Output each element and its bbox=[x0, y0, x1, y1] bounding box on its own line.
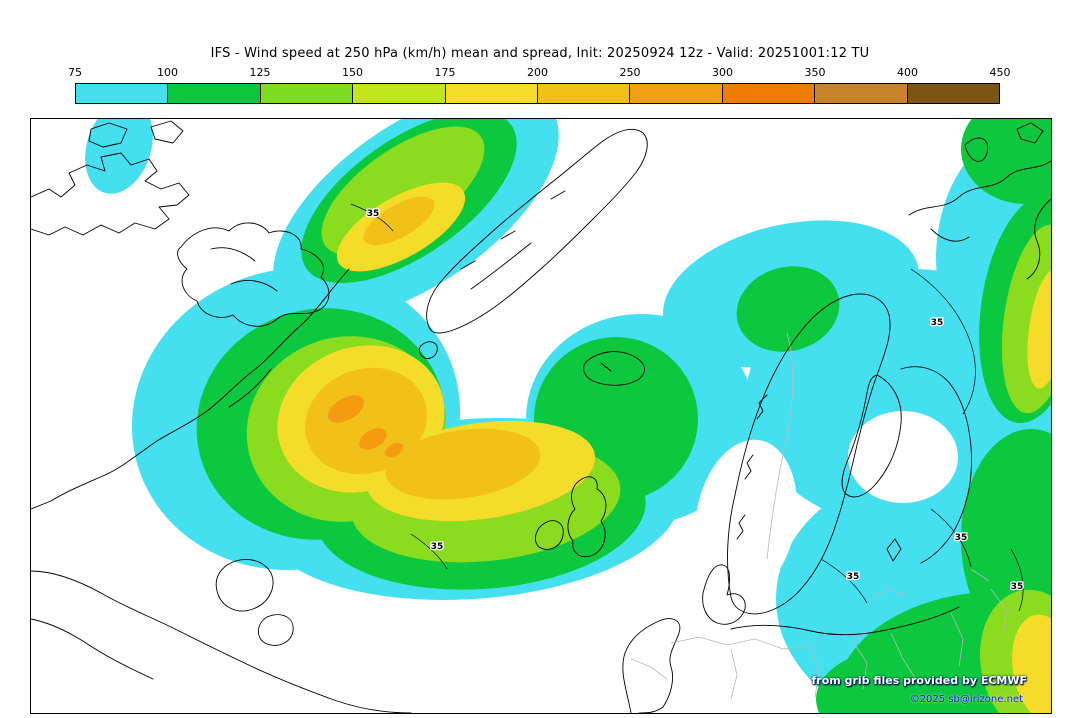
colorbar-segment bbox=[722, 84, 816, 103]
colorbar-segment bbox=[815, 84, 908, 103]
colorbar-segment bbox=[538, 84, 631, 103]
colorbar-ticks: 75 100 125 150 175 200 250 300 350 400 450 bbox=[68, 66, 1011, 81]
colorbar-tick: 250 bbox=[619, 66, 641, 79]
colorbar-tick: 175 bbox=[434, 66, 456, 79]
contour-label: 35 bbox=[367, 209, 380, 219]
spread-contours bbox=[350, 203, 1024, 612]
colorbar-segment bbox=[168, 84, 261, 103]
attribution-copyright: ©2025 sb@irizone.net bbox=[909, 694, 1023, 705]
wind-fill-gaps-white bbox=[694, 411, 958, 599]
wind-fill-layer-orange bbox=[327, 395, 404, 458]
colorbar-tick: 400 bbox=[897, 66, 918, 79]
contour-label: 35 bbox=[931, 318, 944, 328]
colorbar-segment bbox=[76, 84, 169, 103]
colorbar-tick: 125 bbox=[249, 66, 271, 79]
contour-labels-group: 35 35 35 35 35 35 bbox=[365, 208, 1024, 594]
coastlines bbox=[31, 120, 1051, 713]
contour-label: 35 bbox=[1011, 582, 1024, 592]
colorbar-segment bbox=[260, 84, 354, 103]
colorbar: 75 100 125 150 175 200 250 300 350 400 450 bbox=[68, 66, 1011, 108]
colorbar-segment bbox=[907, 84, 1000, 103]
attribution-ecmwf: from grib files provided by ECMWF bbox=[811, 674, 1027, 687]
contour-label: 35 bbox=[431, 542, 444, 552]
colorbar-tick: 200 bbox=[527, 66, 548, 79]
chart-title: IFS - Wind speed at 250 hPa (km/h) mean … bbox=[210, 46, 870, 61]
colorbar-segment bbox=[630, 84, 723, 103]
colorbar-tick: 450 bbox=[989, 66, 1011, 79]
colorbar-segment bbox=[445, 84, 539, 103]
colorbar-tick: 75 bbox=[68, 66, 82, 79]
colorbar-segments bbox=[75, 83, 1000, 104]
country-borders bbox=[630, 332, 1008, 700]
colorbar-tick: 350 bbox=[804, 66, 826, 79]
contour-label: 35 bbox=[955, 533, 968, 543]
colorbar-tick: 150 bbox=[342, 66, 363, 79]
wind-speed-map: 35 35 35 35 35 35 bbox=[31, 119, 1051, 713]
colorbar-segment bbox=[353, 84, 446, 103]
contour-label: 35 bbox=[847, 572, 860, 582]
map-frame: 35 35 35 35 35 35 from grib files provided by… bbox=[30, 118, 1052, 714]
colorbar-tick: 100 bbox=[157, 66, 178, 79]
colorbar-tick: 300 bbox=[712, 66, 733, 79]
